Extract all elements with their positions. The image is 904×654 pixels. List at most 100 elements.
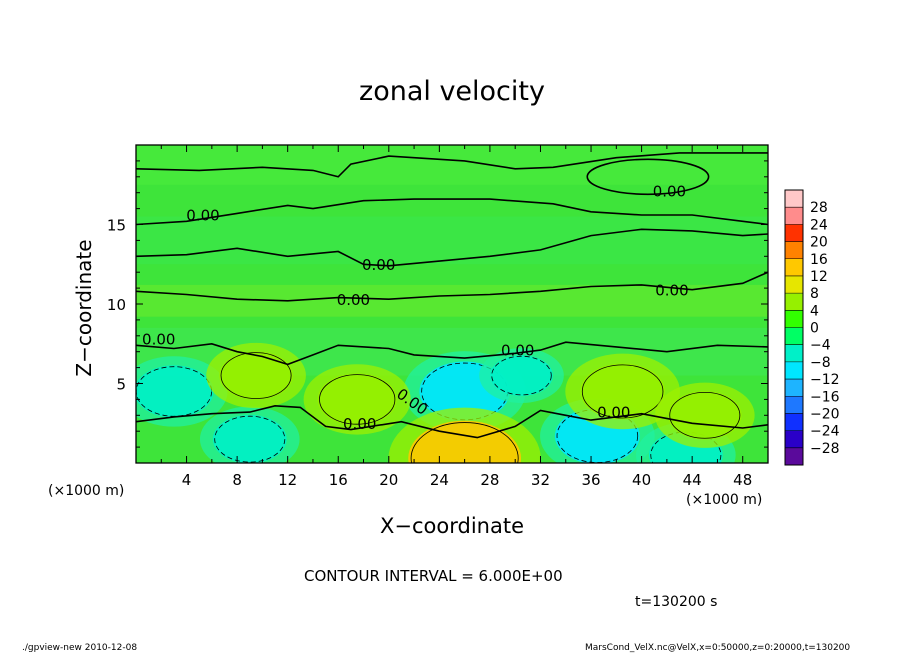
contour-label-text: 0.00 (597, 404, 630, 422)
contour-positive (410, 422, 519, 463)
colorbar-label: 28 (810, 200, 828, 216)
x-tick-label: 44 (683, 471, 702, 489)
contour-zero-line (136, 271, 768, 302)
contour-label: 0.00 (655, 281, 688, 299)
colorbar-label: −8 (810, 355, 831, 371)
colorbar-label: 8 (810, 286, 819, 302)
field-positive-core (408, 420, 521, 463)
colorbar-segment (785, 430, 803, 448)
x-tick-label: 8 (232, 471, 242, 489)
field-negative-core (136, 365, 214, 418)
colorbar-segment (785, 361, 803, 380)
field-positive-core (317, 373, 397, 426)
x-unit-label-right: (×1000 m) (686, 492, 763, 508)
y-tick-label: 10 (107, 296, 126, 314)
x-tick-label: 4 (182, 471, 192, 489)
contour-label-text: 0.00 (501, 342, 534, 360)
colorbar-segment (785, 327, 803, 345)
field-positive-core (580, 363, 666, 420)
chart-title: zonal velocity (359, 76, 545, 107)
colorbar-segment (785, 190, 803, 208)
colorbar-segment (785, 379, 803, 397)
contour-negative (491, 355, 552, 396)
contour-positive (220, 352, 292, 399)
colorbar-label: 4 (810, 303, 819, 319)
x-tick-label: 12 (278, 471, 297, 489)
contour-label-text: 0.00 (653, 183, 686, 201)
y-tick-label: 15 (107, 217, 126, 235)
contour-label: 0.00 (501, 342, 534, 360)
contour-label-text: 0.00 (343, 415, 376, 433)
x-tick-label: 48 (733, 471, 752, 489)
colorbar-label: −24 (810, 424, 840, 440)
colorbar-segment (785, 413, 803, 431)
colorbar-segment (785, 258, 803, 276)
footer-data-source: MarsCond_VelX.nc@VelX,x=0:50000,z=0:2000… (585, 643, 851, 653)
contour-positive (319, 374, 396, 425)
colorbar-segment (785, 207, 803, 225)
field-band (136, 284, 768, 317)
colorbar-segment (785, 447, 803, 465)
colorbar-label: −4 (810, 338, 831, 354)
contour-label: 0.00 (653, 183, 686, 201)
field-band (136, 216, 768, 265)
field-positive-core (219, 351, 293, 400)
colorbar-segment (785, 293, 803, 311)
contour-positive (581, 364, 664, 419)
colorbar-label: 16 (810, 252, 828, 268)
contour-label: 0.00 (362, 256, 395, 274)
contour-label-text: 0.00 (362, 256, 395, 274)
contour-label-text: 0.00 (142, 331, 175, 349)
colorbar-segment (785, 396, 803, 414)
y-axis-label: Z−coordinate (72, 239, 96, 377)
field-positive-core (667, 391, 742, 440)
colorbar-label: 0 (810, 321, 819, 337)
colorbar-segment (785, 224, 803, 242)
contour-label-text: 0.00 (337, 291, 370, 309)
x-tick-label: 36 (581, 471, 600, 489)
contour-label: 0.00 (343, 415, 376, 433)
x-tick-label: 32 (531, 471, 550, 489)
colorbar-label: −16 (810, 389, 840, 405)
x-tick-label: 24 (430, 471, 449, 489)
contour-label: 0.00 (186, 207, 219, 225)
time-stamp: t=130200 s (635, 594, 718, 610)
x-tick-label: 16 (329, 471, 348, 489)
contour-label: 0.00 (597, 404, 630, 422)
colorbar-label: 12 (810, 269, 828, 285)
x-axis-label: X−coordinate (380, 514, 524, 538)
colorbar-label: −12 (810, 372, 840, 388)
colorbar-label: 24 (810, 217, 828, 233)
contour-label-text: 0.00 (655, 281, 688, 299)
contour-label: 0.00 (337, 291, 370, 309)
x-tick-label: 20 (379, 471, 398, 489)
field-negative-core (212, 414, 287, 463)
colorbar-segment (785, 275, 803, 294)
contour-zero-line (136, 152, 768, 178)
x-tick-label: 40 (632, 471, 651, 489)
field-band (136, 145, 768, 185)
contour-zero-line (136, 341, 768, 366)
colorbar-segment (785, 241, 803, 259)
contour-zero-line (136, 228, 768, 267)
contour-label: 0.00 (142, 331, 175, 349)
contour-negative (214, 415, 286, 463)
field-negative-core (490, 355, 553, 396)
x-unit-label-left: (×1000 m) (48, 483, 125, 499)
x-tick-label: 28 (480, 471, 499, 489)
contour-zero-line (136, 404, 768, 439)
y-tick-label: 5 (116, 376, 126, 394)
contour-positive (669, 391, 741, 439)
contour-zero-line (136, 198, 768, 226)
contour-zero-loop (586, 158, 710, 196)
colorbar-label: −28 (810, 441, 840, 457)
footer-program-date: ./gpview-new 2010-12-08 (22, 643, 138, 653)
colorbar-label: −20 (810, 406, 840, 422)
contour-label-text: 0.00 (186, 207, 219, 225)
contour-interval-note: CONTOUR INTERVAL = 6.000E+00 (304, 567, 563, 585)
colorbar-segment (785, 344, 803, 362)
colorbar-label: 20 (810, 235, 828, 251)
colorbar-segment (785, 310, 803, 328)
